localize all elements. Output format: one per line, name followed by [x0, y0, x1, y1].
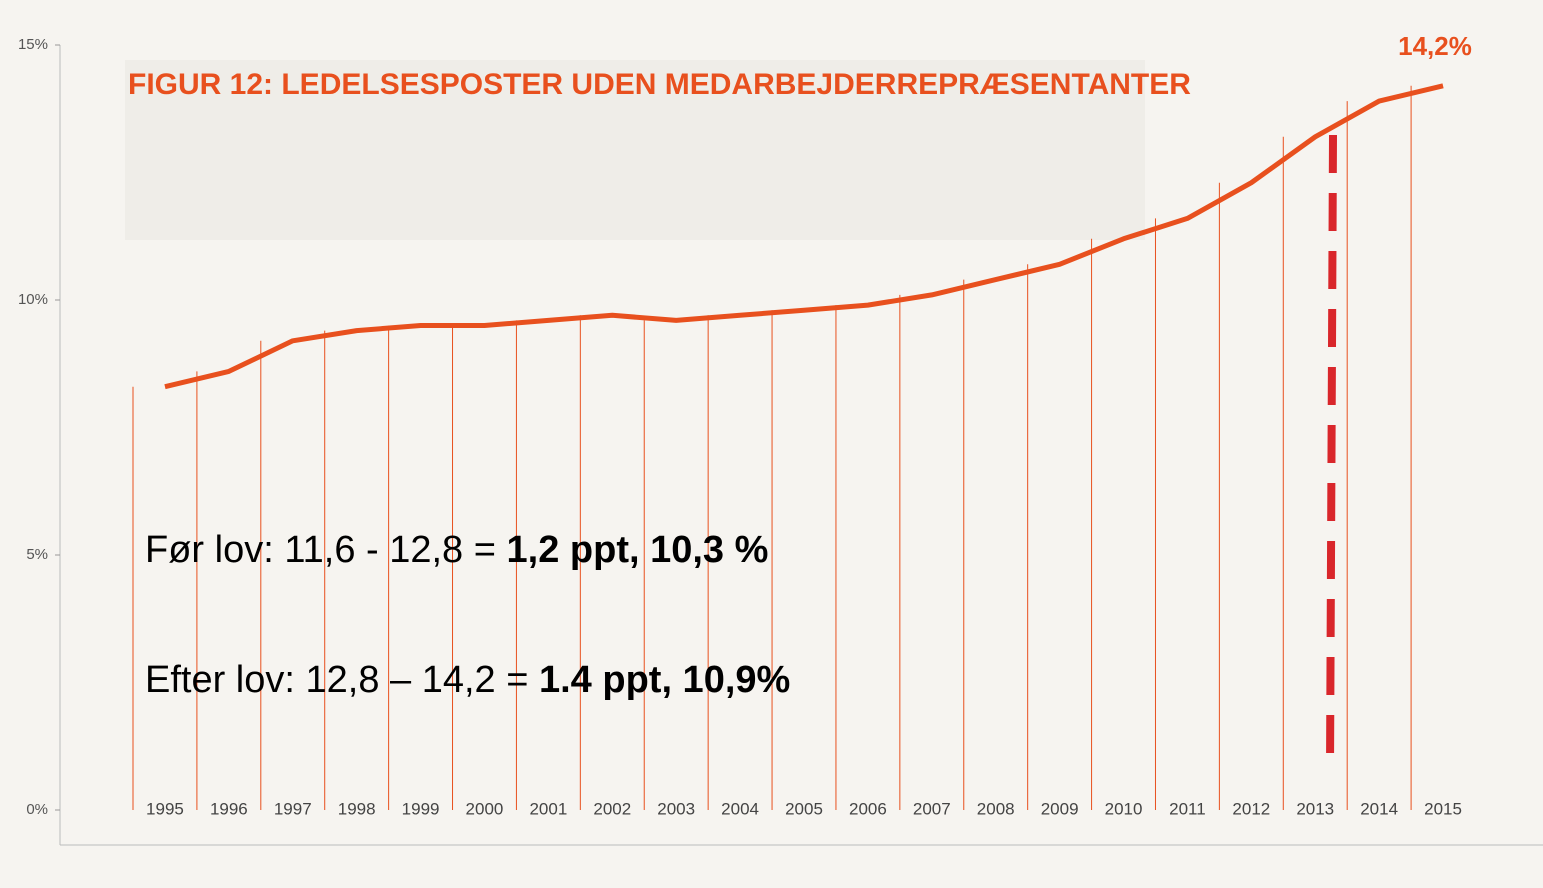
- x-tick-label: 2001: [529, 799, 567, 818]
- annotation-bold: 1.4 ppt, 10,9%: [539, 659, 790, 701]
- x-tick-label: 1999: [402, 799, 440, 818]
- x-tick-label: 2003: [657, 799, 695, 818]
- x-tick-label: 2014: [1360, 799, 1398, 818]
- annotation-text: Efter lov: 12,8 – 14,2 =: [145, 659, 539, 701]
- x-tick-label: 2002: [593, 799, 631, 818]
- x-tick-label: 1997: [274, 799, 312, 818]
- y-tick-label: 0%: [26, 801, 48, 818]
- x-tick-label: 2005: [785, 799, 823, 818]
- annotation-text: Før lov: 11,6 - 12,8 =: [145, 529, 507, 571]
- x-tick-label: 1995: [146, 799, 184, 818]
- y-tick-label: 5%: [26, 546, 48, 563]
- annotation: Før lov: 11,6 - 12,8 = 1,2 ppt, 10,3 %: [145, 529, 768, 571]
- x-tick-label: 2007: [913, 799, 951, 818]
- x-tick-label: 2010: [1105, 799, 1143, 818]
- chart-title: FIGUR 12: LEDELSESPOSTER UDEN MEDARBEJDE…: [128, 68, 1191, 101]
- title-panel: [125, 60, 1145, 240]
- x-tick-label: 1998: [338, 799, 376, 818]
- x-tick-label: 2012: [1232, 799, 1270, 818]
- x-tick-label: 2006: [849, 799, 887, 818]
- x-tick-label: 2011: [1169, 799, 1206, 818]
- x-tick-label: 2000: [466, 799, 504, 818]
- data-line: [164, 83, 1444, 390]
- x-tick-label: 2013: [1296, 799, 1334, 818]
- annotation: Efter lov: 12,8 – 14,2 = 1.4 ppt, 10,9%: [145, 659, 790, 701]
- y-tick-label: 15%: [18, 36, 48, 53]
- x-tick-label: 2004: [721, 799, 759, 818]
- x-tick-label: 1996: [210, 799, 248, 818]
- x-tick-label: 2008: [977, 799, 1015, 818]
- end-label: 14,2%: [1398, 31, 1472, 61]
- x-tick-label: 2015: [1424, 799, 1462, 818]
- x-tick-label: 2009: [1041, 799, 1079, 818]
- annotation-bold: 1,2 ppt, 10,3 %: [507, 529, 769, 571]
- law-marker: [1326, 134, 1337, 771]
- y-tick-label: 10%: [18, 291, 48, 308]
